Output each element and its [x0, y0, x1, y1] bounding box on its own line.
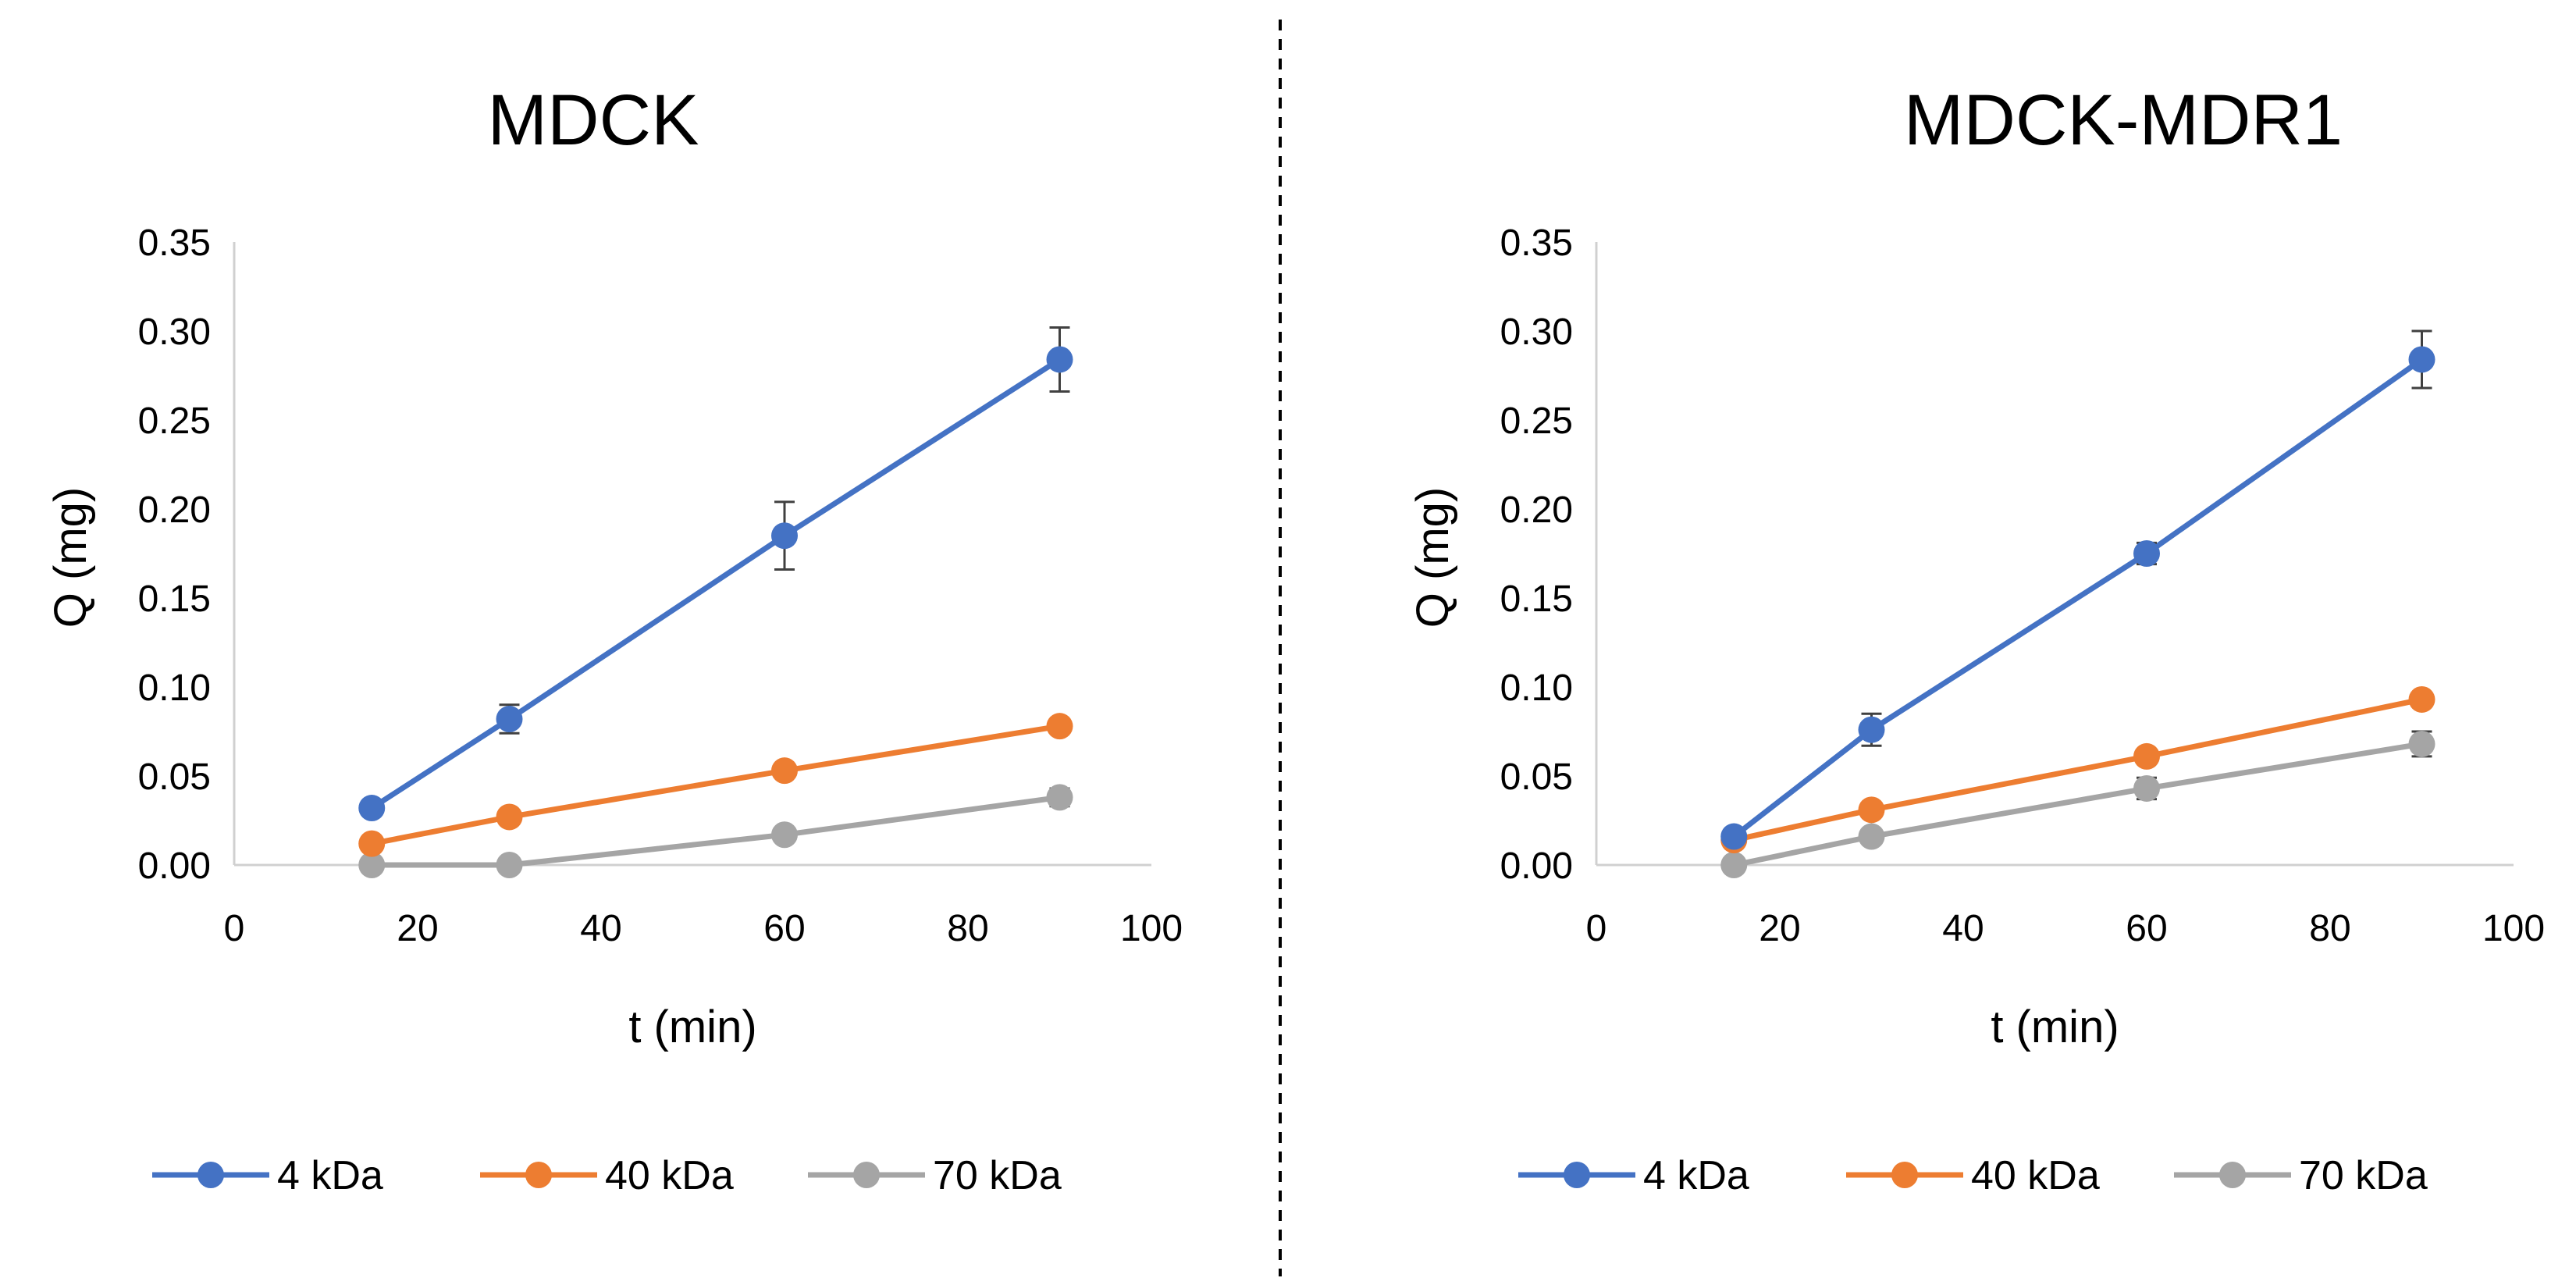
data-point	[1720, 852, 1748, 878]
x-tick-label: 40	[1942, 908, 1984, 949]
data-point	[496, 852, 523, 878]
legend-marker	[853, 1162, 880, 1188]
x-tick-label: 100	[2482, 908, 2545, 949]
legend-marker	[197, 1162, 224, 1188]
y-tick-label: 0.15	[1500, 578, 1573, 620]
legend-label: 70 kDa	[933, 1153, 1062, 1198]
data-point	[771, 522, 798, 550]
series-line	[1733, 741, 2423, 868]
y-tick-label: 0.25	[138, 400, 211, 442]
y-tick-label: 0.35	[1500, 222, 1573, 264]
series-line	[371, 723, 1061, 847]
data-point	[2133, 774, 2160, 802]
y-tick-label: 0.35	[138, 222, 211, 264]
data-point	[1720, 823, 1748, 850]
data-point	[358, 852, 386, 878]
legend: 4 kDa 40 kDa 70 kDa	[152, 1153, 1062, 1198]
legend-label: 40 kDa	[1971, 1153, 2100, 1198]
y-axis-ticks: 0.00 0.05 0.10 0.15 0.20 0.25 0.30 0.35	[138, 222, 211, 887]
series-line	[1733, 696, 2423, 843]
y-axis-label: Q (mg)	[45, 487, 96, 628]
y-axis-label: Q (mg)	[1407, 487, 1458, 628]
data-point	[2408, 730, 2435, 757]
chart-title: MDCK	[488, 80, 699, 160]
data-point	[1046, 784, 1073, 811]
data-point	[2133, 540, 2160, 567]
data-point	[1858, 716, 1885, 743]
series-line	[1732, 357, 2424, 839]
y-tick-label: 0.00	[1500, 845, 1573, 887]
chart-title: MDCK-MDR1	[1904, 80, 2343, 160]
x-tick-label: 80	[2309, 908, 2350, 949]
x-tick-label: 0	[224, 908, 245, 949]
data-point	[771, 821, 798, 849]
legend-label: 40 kDa	[605, 1153, 734, 1198]
data-point	[1858, 823, 1885, 850]
y-tick-label: 0.05	[1500, 756, 1573, 798]
x-tick-label: 80	[947, 908, 988, 949]
data-point	[1858, 796, 1885, 824]
plot-area	[1720, 329, 2435, 878]
y-tick-label: 0.20	[1500, 489, 1573, 531]
x-tick-label: 100	[1120, 908, 1183, 949]
legend-marker	[525, 1162, 552, 1188]
data-point	[1046, 713, 1073, 740]
data-point	[771, 757, 798, 785]
x-axis-ticks: 0 20 40 60 80 100	[1586, 908, 2545, 949]
data-point	[496, 803, 523, 831]
legend-label: 4 kDa	[277, 1153, 383, 1198]
y-tick-label: 0.20	[138, 489, 211, 531]
x-tick-label: 60	[2126, 908, 2167, 949]
legend-label: 70 kDa	[2299, 1153, 2428, 1198]
y-tick-label: 0.10	[138, 667, 211, 709]
data-point	[496, 706, 523, 733]
y-axis-ticks: 0.00 0.05 0.10 0.15 0.20 0.25 0.30 0.35	[1500, 222, 1573, 887]
series-line	[372, 794, 1060, 868]
plot-area	[358, 326, 1073, 878]
legend-label: 4 kDa	[1643, 1153, 1749, 1198]
y-tick-label: 0.30	[1500, 311, 1573, 353]
y-tick-label: 0.05	[138, 756, 211, 798]
data-point	[358, 795, 386, 822]
y-tick-label: 0.10	[1500, 667, 1573, 709]
series-line	[370, 357, 1062, 810]
x-axis-label: t (min)	[628, 1002, 756, 1052]
x-axis-label: t (min)	[1991, 1002, 2119, 1052]
legend-marker	[2219, 1162, 2246, 1188]
legend-marker	[1891, 1162, 1918, 1188]
legend: 4 kDa 40 kDa 70 kDa	[1518, 1153, 2428, 1198]
data-point	[358, 830, 386, 857]
y-tick-label: 0.30	[138, 311, 211, 353]
data-point	[2133, 742, 2160, 770]
data-point	[2408, 346, 2435, 373]
y-tick-label: 0.15	[138, 578, 211, 620]
x-tick-label: 20	[397, 908, 438, 949]
x-tick-label: 40	[580, 908, 621, 949]
y-tick-label: 0.00	[138, 845, 211, 887]
x-axis-ticks: 0 20 40 60 80 100	[224, 908, 1183, 949]
legend-marker	[1564, 1162, 1590, 1188]
x-tick-label: 0	[1586, 908, 1607, 949]
y-tick-label: 0.25	[1500, 400, 1573, 442]
chart-panel-mdck: MDCK t (min) Q (mg) 0.00 0.05 0.10 0.15 …	[45, 80, 1183, 1198]
x-tick-label: 20	[1759, 908, 1800, 949]
chart-panel-mdck-mdr1: MDCK-MDR1 t (min) Q (mg) 0.00 0.05 0.10 …	[1407, 80, 2545, 1198]
x-tick-label: 60	[763, 908, 805, 949]
data-point	[2408, 685, 2435, 713]
data-point	[1046, 346, 1073, 373]
